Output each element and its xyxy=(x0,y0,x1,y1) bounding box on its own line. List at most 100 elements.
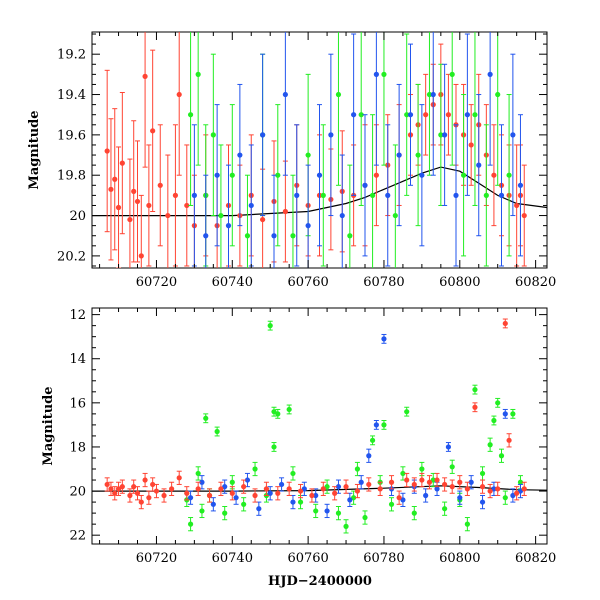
data-marker xyxy=(263,486,270,492)
bottom-data-point xyxy=(495,481,501,496)
data-marker xyxy=(442,132,448,138)
bottom-data-point xyxy=(369,435,376,446)
data-marker xyxy=(468,142,474,148)
data-marker xyxy=(252,492,258,499)
bottom-plot-area xyxy=(92,318,547,534)
bottom-data-point xyxy=(411,506,417,521)
data-marker xyxy=(187,521,194,527)
bottom-data-point xyxy=(343,519,349,534)
bottom-data-point xyxy=(241,497,247,512)
data-marker xyxy=(449,464,455,470)
top-data-point xyxy=(112,108,118,251)
bottom-data-point xyxy=(222,479,228,494)
y-tick-label: 19.8 xyxy=(57,169,86,184)
bottom-data-point xyxy=(278,477,285,492)
bottom-data-point xyxy=(472,384,478,395)
top-data-point xyxy=(449,32,455,166)
data-marker xyxy=(472,404,478,410)
bottom-model-curve xyxy=(92,485,547,492)
top-plot-frame xyxy=(91,31,548,269)
data-marker xyxy=(195,470,201,477)
bottom-data-point xyxy=(445,442,452,452)
x-tick-label: 60740 xyxy=(212,551,253,566)
bottom-data-point xyxy=(366,477,372,492)
top-data-point xyxy=(146,144,152,267)
top-data-point xyxy=(491,124,497,227)
data-marker xyxy=(358,112,364,118)
top-data-point xyxy=(244,174,251,268)
top-data-point xyxy=(339,154,345,268)
bottom-data-point xyxy=(138,494,144,510)
data-marker xyxy=(146,495,152,501)
data-marker xyxy=(498,192,505,198)
data-marker xyxy=(517,479,524,485)
data-marker xyxy=(445,444,452,450)
x-tick-label: 60780 xyxy=(363,275,404,290)
top-series-2 xyxy=(191,32,524,268)
top-data-point xyxy=(472,32,478,206)
data-marker xyxy=(328,132,334,138)
bottom-data-point xyxy=(127,488,133,503)
data-marker xyxy=(241,484,247,490)
bottom-data-point xyxy=(324,503,330,519)
top-data-point xyxy=(430,32,436,176)
data-marker xyxy=(472,112,478,118)
data-marker xyxy=(313,508,319,514)
bottom-data-point xyxy=(297,483,304,499)
data-marker xyxy=(385,192,391,198)
data-marker xyxy=(222,510,228,516)
data-marker xyxy=(510,411,516,417)
data-marker xyxy=(479,499,486,505)
top-data-point xyxy=(127,158,133,268)
data-marker xyxy=(483,192,489,198)
bottom-data-point xyxy=(252,488,258,503)
data-marker xyxy=(282,91,288,98)
bottom-data-point xyxy=(423,488,429,503)
top-data-point xyxy=(184,144,190,267)
top-data-point xyxy=(460,94,467,257)
bottom-x-axis-label: HJD−2400000 xyxy=(268,574,372,589)
bottom-data-point xyxy=(479,494,486,510)
data-marker xyxy=(430,477,436,483)
data-marker xyxy=(275,411,281,417)
bottom-data-point xyxy=(214,426,220,437)
data-marker xyxy=(127,216,133,223)
top-data-point xyxy=(328,53,334,217)
bottom-data-point xyxy=(506,433,512,448)
bottom-data-point xyxy=(426,475,433,490)
data-marker xyxy=(309,492,315,499)
data-marker xyxy=(271,444,277,450)
data-marker xyxy=(449,71,455,77)
data-marker xyxy=(517,488,524,494)
top-data-point xyxy=(191,124,197,267)
top-data-point xyxy=(385,124,391,267)
data-marker xyxy=(248,202,254,209)
x-tick-label: 60820 xyxy=(515,551,556,566)
y-tick-label: 19.4 xyxy=(57,88,86,103)
bottom-data-point xyxy=(491,415,497,426)
data-marker xyxy=(108,486,114,492)
bottom-data-point xyxy=(320,481,326,496)
top-data-point xyxy=(294,124,300,267)
top-plot-area xyxy=(92,32,547,268)
data-marker xyxy=(191,192,197,198)
data-marker xyxy=(229,479,235,485)
top-data-point xyxy=(115,146,122,268)
data-marker xyxy=(411,510,417,516)
data-marker xyxy=(297,499,304,505)
top-data-point xyxy=(396,83,402,227)
data-marker xyxy=(339,212,345,219)
top-data-point xyxy=(316,104,323,247)
top-panel: 60720 60740 60760 60780 60800 60820 19.2 19.4 19… xyxy=(27,31,556,290)
bottom-data-point xyxy=(479,466,486,481)
data-marker xyxy=(495,400,501,406)
bottom-data-point xyxy=(396,490,402,505)
data-marker xyxy=(423,112,429,118)
bottom-series-0 xyxy=(184,320,524,534)
data-marker xyxy=(510,132,516,138)
data-marker xyxy=(294,192,300,198)
bottom-data-point xyxy=(343,479,349,494)
y-tick-label: 20 xyxy=(69,209,86,224)
data-marker xyxy=(434,486,440,492)
